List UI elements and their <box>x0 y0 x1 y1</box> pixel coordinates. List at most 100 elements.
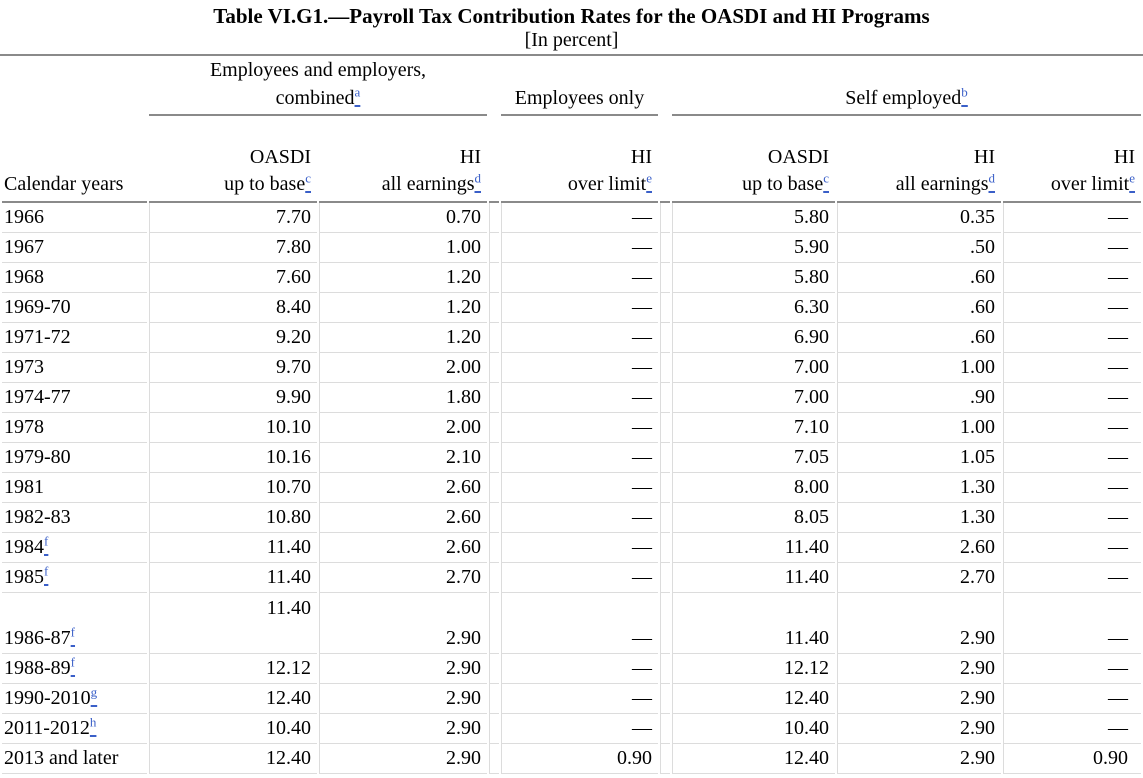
cell-employees-only-hi-over-limit: — <box>501 593 658 654</box>
spacer-cell <box>489 684 499 714</box>
cell-combined-hi-all-earnings: 2.00 <box>319 413 487 443</box>
col-header-label: all earnings <box>895 173 989 195</box>
cell-calendar-years: 1990-2010g <box>2 684 147 714</box>
cell-self-employed-hi-over-limit: — <box>1003 323 1141 353</box>
footnote-link-d[interactable]: d <box>475 171 482 195</box>
table-row: 1982-83 10.80 2.60 — 8.05 1.30 — <box>2 503 1141 533</box>
cell-self-employed-hi-over-limit: — <box>1003 293 1141 323</box>
group-header-spacer <box>660 56 670 116</box>
cell-self-employed-oasdi: 11.40 <box>672 563 835 593</box>
cell-combined-oasdi: 9.70 <box>149 353 317 383</box>
footnote-link-e[interactable]: e <box>646 171 652 195</box>
cell-self-employed-oasdi: 11.40 <box>672 593 835 654</box>
col-header-self-employed-hi-over-limit: HI over limite <box>1003 116 1141 203</box>
spacer-cell <box>660 684 670 714</box>
cell-employees-only-hi-over-limit: — <box>501 353 658 383</box>
cell-calendar-years: 1969-70 <box>2 293 147 323</box>
cell-employees-only-hi-over-limit: — <box>501 383 658 413</box>
col-header-label: over limit <box>1050 173 1130 195</box>
cell-employees-only-hi-over-limit: — <box>501 714 658 744</box>
table-row: 1967 7.80 1.00 — 5.90 .50 — <box>2 233 1141 263</box>
footnote-link-f[interactable]: f <box>44 534 48 558</box>
group-header-combined-line1: Employees and employers, <box>209 59 427 81</box>
cell-self-employed-oasdi: 12.40 <box>672 744 835 774</box>
cell-combined-hi-all-earnings: 2.60 <box>319 473 487 503</box>
calendar-year-label: 1967 <box>4 236 44 258</box>
cell-combined-hi-all-earnings: 2.60 <box>319 503 487 533</box>
calendar-year-label: 1990-2010 <box>4 687 91 709</box>
footnote-link-e[interactable]: e <box>1129 171 1135 195</box>
cell-self-employed-oasdi: 7.00 <box>672 383 835 413</box>
cell-employees-only-hi-over-limit: — <box>501 263 658 293</box>
payroll-tax-table: Employees and employers, combineda Emplo… <box>0 54 1143 774</box>
table-row: 1981 10.70 2.60 — 8.00 1.30 — <box>2 473 1141 503</box>
spacer-cell <box>489 203 499 233</box>
spacer-cell <box>489 413 499 443</box>
cell-self-employed-hi-all-earnings: .60 <box>837 263 1001 293</box>
footnote-link-d[interactable]: d <box>989 171 996 195</box>
footnote-link-c[interactable]: c <box>823 170 829 195</box>
footnote-link-c[interactable]: c <box>305 171 311 195</box>
footnote-link-h[interactable]: h <box>89 714 97 739</box>
calendar-year-label: 1985 <box>4 566 44 588</box>
cell-calendar-years: 1988-89f <box>2 654 147 684</box>
col-header-spacer <box>660 116 670 203</box>
cell-calendar-years: 1971-72 <box>2 323 147 353</box>
cell-combined-hi-all-earnings: 2.90 <box>319 684 487 714</box>
cell-employees-only-hi-over-limit: — <box>501 684 658 714</box>
cell-self-employed-hi-over-limit: — <box>1003 383 1141 413</box>
cell-combined-hi-all-earnings: 2.90 <box>319 593 487 654</box>
spacer-cell <box>660 473 670 503</box>
group-header-combined: Employees and employers, combineda <box>149 56 487 116</box>
group-header-blank <box>2 56 147 116</box>
cell-employees-only-hi-over-limit: — <box>501 563 658 593</box>
footnote-link-g[interactable]: g <box>91 685 98 709</box>
cell-employees-only-hi-over-limit: — <box>501 443 658 473</box>
cell-employees-only-hi-over-limit: — <box>501 413 658 443</box>
cell-self-employed-oasdi: 7.00 <box>672 353 835 383</box>
table-row: 1978 10.10 2.00 — 7.10 1.00 — <box>2 413 1141 443</box>
spacer-cell <box>489 563 499 593</box>
cell-calendar-years: 1986-87f <box>2 593 147 654</box>
cell-self-employed-hi-all-earnings: 1.00 <box>837 353 1001 383</box>
spacer-cell <box>489 323 499 353</box>
cell-self-employed-oasdi: 6.30 <box>672 293 835 323</box>
spacer-cell <box>660 503 670 533</box>
cell-calendar-years: 1967 <box>2 233 147 263</box>
column-header-row: Calendar years OASDI up to basec HI all … <box>2 116 1141 203</box>
footnote-sup: f <box>70 624 76 640</box>
footnote-link-f[interactable]: f <box>71 655 75 679</box>
cell-self-employed-hi-all-earnings: 2.90 <box>837 684 1001 714</box>
cell-combined-hi-all-earnings: 1.00 <box>319 233 487 263</box>
cell-self-employed-hi-all-earnings: .50 <box>837 233 1001 263</box>
footnote-sup: h <box>89 714 97 730</box>
table-subtitle: [In percent] <box>524 29 619 51</box>
cell-calendar-years: 1974-77 <box>2 383 147 413</box>
footnote-link-f[interactable]: f <box>44 564 48 588</box>
calendar-year-label: 1966 <box>4 206 44 228</box>
spacer-cell <box>660 203 670 233</box>
cell-combined-oasdi: 10.80 <box>149 503 317 533</box>
footnote-sup-c: c <box>823 170 829 186</box>
cell-self-employed-hi-over-limit: — <box>1003 353 1141 383</box>
cell-self-employed-oasdi: 8.05 <box>672 503 835 533</box>
spacer-cell <box>660 383 670 413</box>
cell-self-employed-oasdi: 7.05 <box>672 443 835 473</box>
spacer-cell <box>489 383 499 413</box>
cell-self-employed-oasdi: 11.40 <box>672 533 835 563</box>
footnote-link-f[interactable]: f <box>70 624 76 649</box>
spacer-cell <box>489 654 499 684</box>
footnote-link-a[interactable]: a <box>355 85 361 109</box>
cell-calendar-years: 1968 <box>2 263 147 293</box>
cell-self-employed-hi-over-limit: — <box>1003 263 1141 293</box>
cell-combined-hi-all-earnings: 1.20 <box>319 263 487 293</box>
calendar-year-label: 1988-89 <box>4 657 71 679</box>
cell-employees-only-hi-over-limit: — <box>501 473 658 503</box>
spacer-cell <box>660 233 670 263</box>
footnote-link-b[interactable]: b <box>961 85 968 109</box>
cell-combined-oasdi: 12.12 <box>149 654 317 684</box>
cell-combined-oasdi: 10.70 <box>149 473 317 503</box>
spacer-cell <box>660 263 670 293</box>
calendar-year-label: 1984 <box>4 536 44 558</box>
cell-self-employed-oasdi: 5.80 <box>672 203 835 233</box>
